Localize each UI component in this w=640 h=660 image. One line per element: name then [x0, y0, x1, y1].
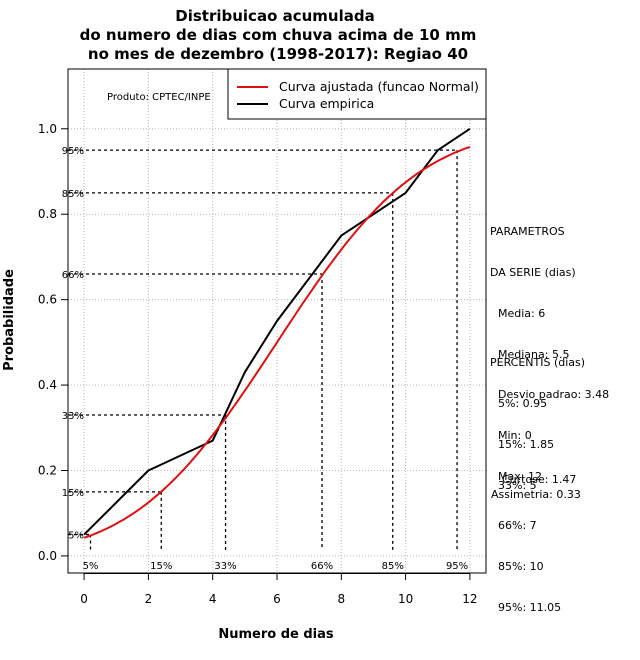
percentil-95: 95%: 11.05: [498, 600, 562, 614]
y-tick-label: 0.0: [38, 549, 57, 563]
percentile-guide-lines: 5% 5% 15% 15% 33% 33% 66% 66% 85% 85% 95% 95%: [62, 146, 468, 572]
data-series: [83, 127, 471, 539]
y-tick-label: 0.6: [38, 293, 57, 307]
percentiles-panel: PERCENTIS (dias) 5%: 0.95 15%: 1.85 33%:…: [490, 329, 585, 628]
percentil-66: 66%: 7: [498, 519, 537, 533]
percentil-5: 5%: 0.95: [498, 396, 548, 410]
params-title-line-1: PARAMETROS: [490, 225, 565, 239]
y-tick-label: 1.0: [38, 122, 57, 136]
param-mediana: Mediana: 5.5: [498, 347, 570, 361]
x-tick-label: 2: [145, 592, 153, 606]
percentile-y-label: 95%: [62, 146, 84, 157]
y-tick-label: 0.2: [38, 463, 57, 477]
x-tick-label: 0: [80, 592, 88, 606]
x-tick-label: 6: [273, 592, 281, 606]
x-tick-label: 12: [462, 592, 477, 606]
y-axis-title: Probabilidade: [2, 269, 17, 371]
chart-title-line-2: do numero de dias com chuva acima de 10 …: [80, 26, 477, 44]
percentile-y-label: 66%: [62, 270, 84, 281]
percentis-title: PERCENTIS (dias): [490, 356, 586, 370]
param-max: Max: 12: [498, 469, 542, 483]
percentile-y-label: 33%: [62, 411, 84, 422]
x-tick-label: 10: [398, 592, 413, 606]
empirical-curve: [83, 127, 471, 536]
series-parameters: PARAMETROS DA SERIE (dias) Media: 6 Medi…: [490, 198, 609, 497]
y-tick-label: 0.8: [38, 207, 57, 221]
params-title-line-2: DA SERIE (dias): [490, 265, 576, 279]
percentile-x-label: 33%: [214, 561, 236, 572]
percentile-x-label: 95%: [446, 561, 468, 572]
param-min: Min: 0: [498, 429, 532, 443]
percentile-x-label: 15%: [150, 561, 172, 572]
param-desvio-padrao: Desvio padrao: 3.48: [498, 388, 610, 402]
grid-lines: [68, 69, 486, 573]
percentile-x-label: 5%: [83, 561, 99, 572]
legend: Curva ajustada (funcao Normal) Curva emp…: [227, 68, 487, 120]
percentile-y-label: 15%: [62, 488, 84, 499]
x-axis: 0 2 4 6 8 10 12: [80, 573, 478, 606]
percentil-15: 15%: 1.85: [498, 437, 555, 451]
assimetria-value: Assimetria: 0.33: [491, 488, 581, 501]
percentil-85: 85%: 10: [498, 560, 544, 574]
legend-label-fitted: Curva ajustada (funcao Normal): [279, 79, 479, 94]
y-axis: 0.0 0.2 0.4 0.6 0.8 1.0: [38, 122, 68, 563]
legend-label-empirical: Curva empirica: [279, 96, 374, 111]
x-tick-label: 4: [209, 592, 217, 606]
chart-title-line-1: Distribuicao acumulada: [175, 7, 374, 25]
param-media: Media: 6: [498, 306, 546, 320]
x-tick-label: 8: [337, 592, 345, 606]
percentile-y-label: 5%: [68, 531, 84, 542]
percentil-33: 33%: 5: [498, 478, 537, 492]
x-axis-title: Numero de dias: [218, 627, 334, 642]
chart-title-line-3: no mes de dezembro (1998-2017): Regiao 4…: [88, 45, 468, 63]
percentile-x-label: 66%: [311, 561, 333, 572]
percentile-y-label: 85%: [62, 189, 84, 200]
legend-box: [227, 68, 487, 120]
fitted-normal-curve: [83, 145, 471, 539]
product-credit: Produto: CPTEC/INPE: [107, 92, 211, 103]
percentile-x-label: 85%: [382, 561, 404, 572]
y-tick-label: 0.4: [38, 378, 57, 392]
curtose-value: Curtose: 1.47: [502, 473, 577, 486]
